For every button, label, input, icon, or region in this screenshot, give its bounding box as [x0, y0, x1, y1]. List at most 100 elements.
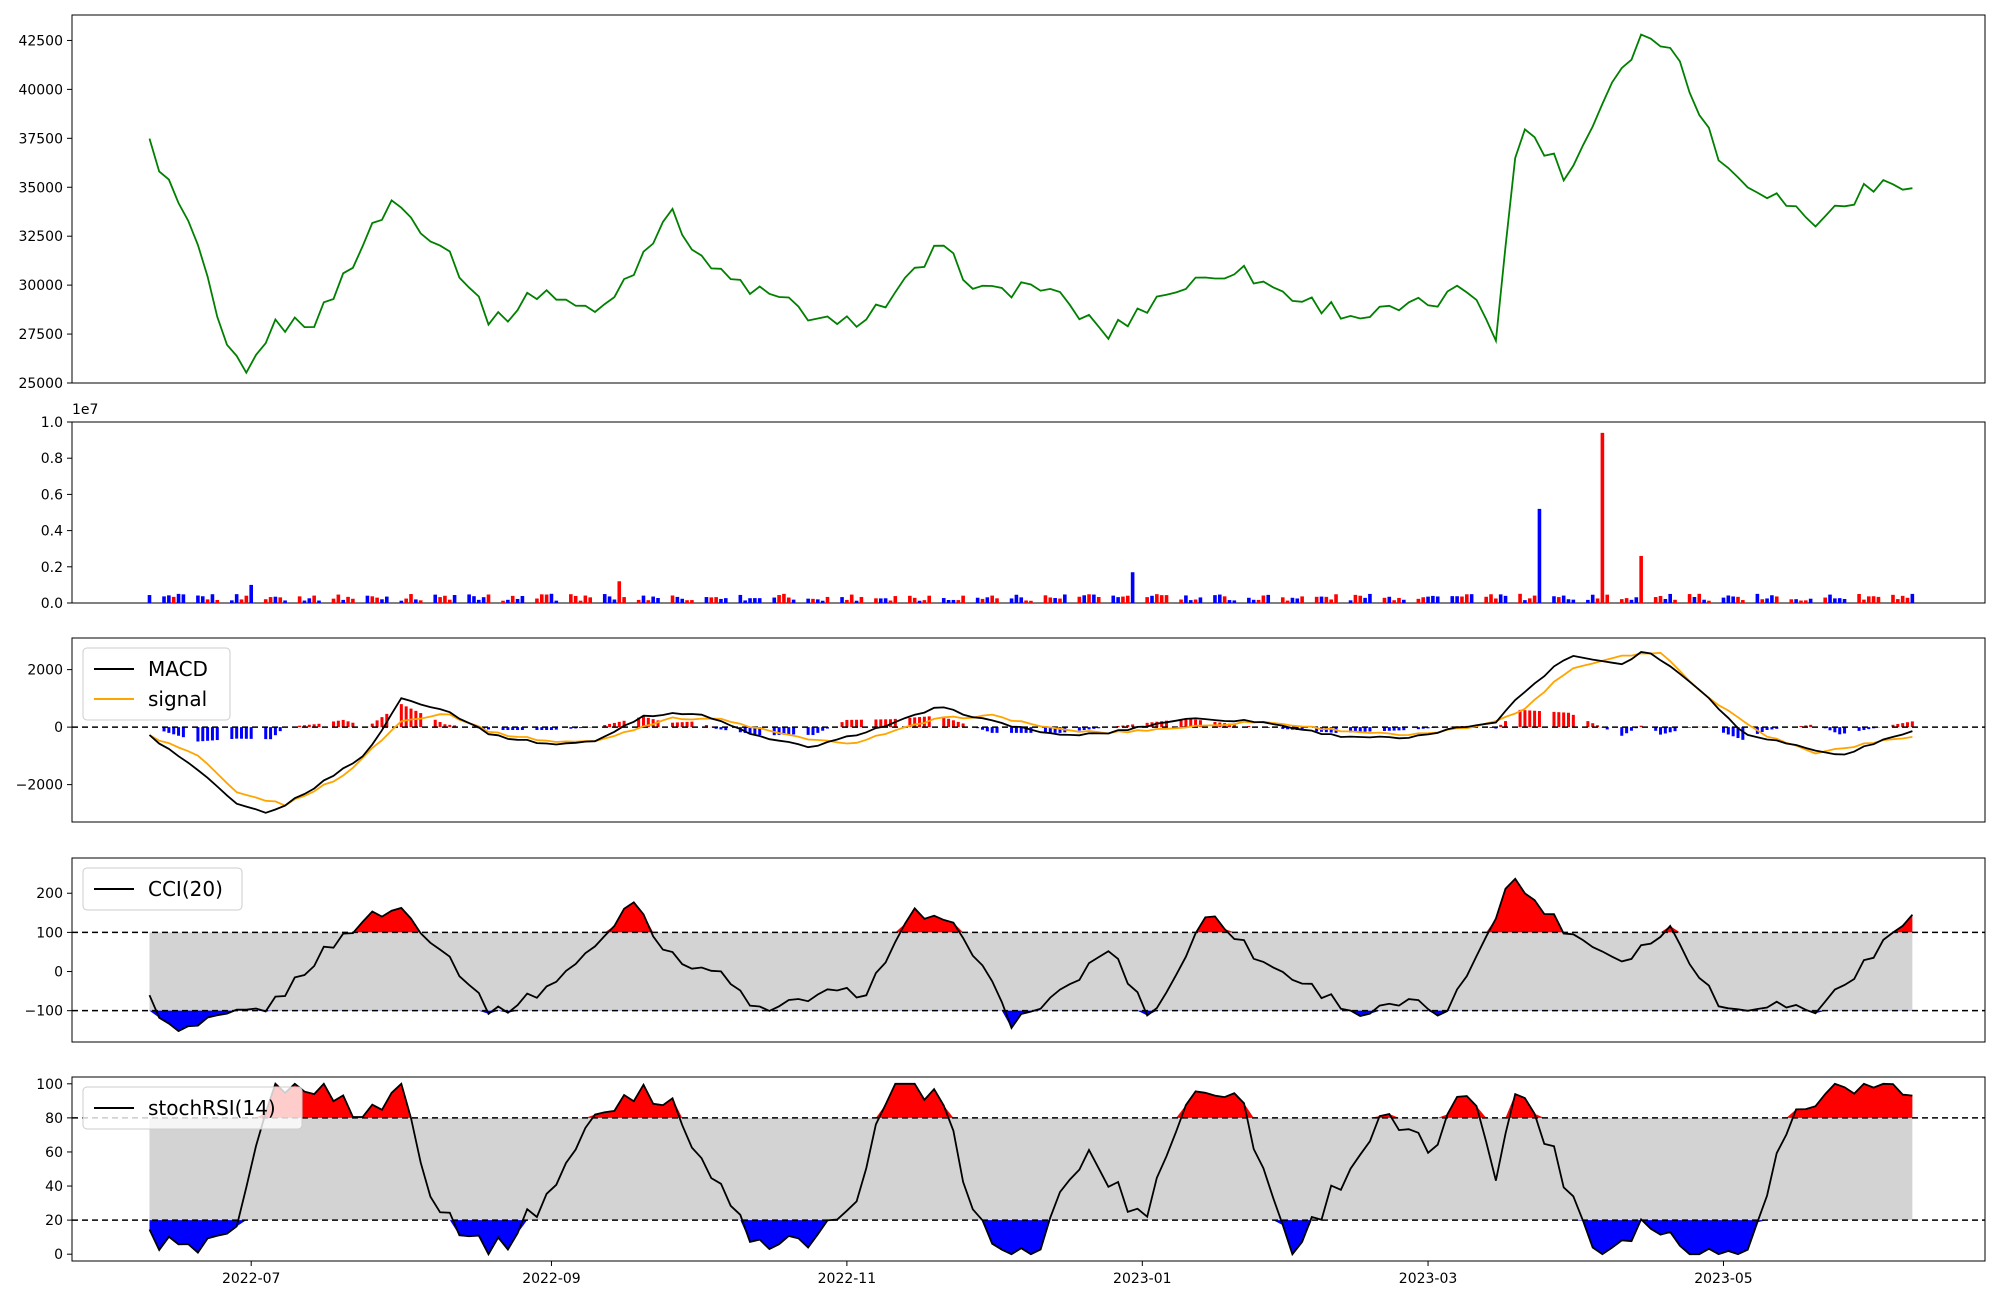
- volume-bar: [375, 597, 379, 603]
- macd-histogram-bar: [980, 727, 984, 730]
- stochrsi-ytick-label: 20: [45, 1213, 63, 1229]
- macd-histogram-bar: [995, 727, 999, 733]
- volume-bar: [912, 597, 917, 603]
- macd-histogram-bar: [1596, 725, 1600, 728]
- volume-bar: [622, 597, 626, 603]
- volume-bar: [1566, 599, 1571, 603]
- volume-bar: [786, 597, 791, 603]
- cci-panel: [71, 857, 1986, 1043]
- macd-histogram-bar: [1533, 710, 1537, 728]
- volume-bar: [617, 581, 622, 603]
- volume-bar: [888, 600, 893, 603]
- macd-histogram-bar: [1349, 727, 1353, 733]
- volume-bar: [307, 598, 312, 603]
- macd-histogram-bar: [743, 727, 747, 733]
- macd-ytick-label: −2000: [16, 778, 63, 794]
- macd-histogram-bar: [1286, 727, 1290, 730]
- volume-bar: [1842, 598, 1847, 603]
- volume-bar: [1353, 594, 1358, 603]
- macd-histogram-bar: [511, 727, 515, 730]
- macd-histogram-bar: [777, 727, 781, 735]
- stochrsi-band: [149, 1117, 1913, 1221]
- macd-histogram-bar: [487, 727, 491, 730]
- volume-bar: [447, 599, 452, 603]
- volume-bar: [1658, 595, 1663, 603]
- volume-bar: [680, 598, 685, 603]
- macd-histogram-bar: [404, 706, 408, 728]
- volume-bar: [302, 600, 307, 603]
- x-tick-label: 2022-07: [222, 1271, 281, 1287]
- macd-histogram-bar: [792, 727, 796, 735]
- volume-bar: [477, 599, 481, 603]
- x-tick-label: 2023-03: [1399, 1271, 1458, 1287]
- macd-histogram-bar: [637, 717, 641, 728]
- volume-bar: [351, 598, 355, 603]
- volume-bar: [753, 598, 757, 603]
- macd-histogram-bar: [845, 719, 849, 728]
- volume-bar: [908, 595, 912, 603]
- x-tick-label: 2022-09: [522, 1271, 581, 1287]
- volume-bar: [1314, 596, 1319, 603]
- macd-histogram-bar: [806, 727, 810, 735]
- macd-histogram-bar: [714, 727, 718, 729]
- macd-histogram-bar: [346, 721, 350, 728]
- volume-bar: [1218, 594, 1222, 603]
- macd-histogram-bar: [1499, 724, 1503, 728]
- volume-bar: [1862, 599, 1866, 603]
- stochrsi-panel: [71, 1076, 1986, 1262]
- macd-histogram-bar: [1281, 727, 1285, 729]
- volume-bar: [1382, 597, 1387, 603]
- volume-bar: [196, 595, 200, 603]
- macd-histogram-bar: [162, 727, 166, 732]
- volume-bar: [1014, 594, 1019, 603]
- volume-bar: [1905, 597, 1910, 603]
- volume-bar: [714, 597, 718, 603]
- macd-histogram-bar: [1014, 727, 1018, 733]
- volume-bar: [1295, 598, 1300, 603]
- volume-bar: [607, 596, 612, 603]
- macd-histogram-bar: [1382, 727, 1386, 731]
- volume-bar: [1896, 599, 1900, 603]
- macd-histogram-bar: [244, 727, 248, 739]
- macd-histogram-bar: [177, 727, 181, 736]
- volume-bar: [1125, 595, 1130, 603]
- macd-histogram-bar: [545, 727, 549, 730]
- macd-histogram-bar: [278, 727, 282, 732]
- volume-bar: [1431, 595, 1435, 603]
- macd-histogram-bar: [1232, 724, 1236, 728]
- macd-histogram-bar: [1392, 727, 1396, 731]
- volume-bar: [467, 594, 471, 603]
- macd-histogram-bar: [884, 719, 888, 728]
- cci-legend-label: CCI(20): [148, 877, 223, 901]
- volume-bar: [1053, 598, 1057, 603]
- price-ytick-label: 27500: [18, 327, 63, 343]
- macd-histogram-bar: [1145, 722, 1149, 728]
- volume-bar: [535, 598, 539, 603]
- macd-histogram-bar: [167, 727, 171, 733]
- volume-bar: [1527, 598, 1532, 603]
- macd-histogram-bar: [332, 721, 336, 728]
- volume-bar: [859, 596, 864, 603]
- volume-bar: [685, 600, 689, 603]
- volume-bar: [1043, 595, 1048, 603]
- stochrsi-ytick-label: 0: [54, 1247, 63, 1263]
- volume-bar: [578, 600, 583, 603]
- cci-line: [148, 877, 1914, 1033]
- volume-bar: [1857, 594, 1861, 603]
- volume-bar: [849, 594, 854, 603]
- macd-histogram-bar: [1891, 724, 1895, 728]
- volume-bar: [1663, 598, 1668, 603]
- volume-bar: [709, 597, 714, 603]
- cci-ytick-label: 0: [54, 965, 63, 981]
- volume-bar: [985, 597, 990, 603]
- volume-bar: [520, 595, 525, 603]
- volume-bar: [162, 596, 166, 603]
- macd-histogram-bar: [240, 727, 244, 739]
- macd-histogram-bar: [443, 724, 447, 728]
- volume-bar: [1266, 594, 1271, 603]
- price-ytick-label: 30000: [18, 278, 63, 294]
- volume-bar: [1726, 595, 1731, 603]
- volume-bar: [1358, 595, 1363, 603]
- volume-bar: [1058, 598, 1062, 603]
- volume-bar: [854, 600, 859, 603]
